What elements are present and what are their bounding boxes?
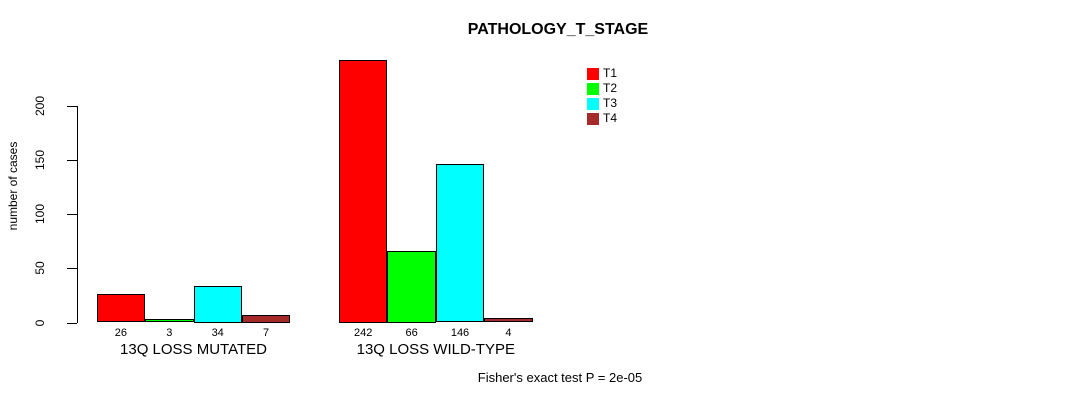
legend-item-t2: T2 (587, 81, 617, 96)
bar-value-label: 7 (263, 327, 270, 339)
y-axis-line (77, 106, 78, 323)
legend-swatch-t3 (587, 97, 599, 110)
y-axis-tick-label: 100 (33, 203, 47, 225)
bar-value-label: 3 (166, 327, 173, 339)
chart-title: PATHOLOGY_T_STAGE (467, 21, 649, 38)
legend-label: T3 (603, 96, 618, 110)
bar-t4-13q-loss-wild-type (484, 318, 533, 322)
legend-item-t4: T4 (587, 111, 617, 126)
y-axis-tick (67, 268, 77, 269)
bar-t1-13q-loss-mutated (97, 294, 145, 322)
footer-note: Fisher's exact test P = 2e-05 (477, 370, 643, 385)
legend-label: T1 (603, 66, 618, 80)
bar-value-label: 146 (450, 327, 470, 339)
group-label-13q-loss-wild-type: 13Q LOSS WILD-TYPE (356, 341, 515, 358)
legend: T1 T2 T3 T4 (587, 66, 617, 126)
bar-t2-13q-loss-mutated (145, 319, 194, 322)
legend-item-t1: T1 (587, 66, 617, 81)
y-axis-tick (67, 106, 77, 107)
legend-swatch-t4 (587, 112, 599, 125)
y-axis-tick (67, 160, 77, 161)
bar-t3-13q-loss-wild-type (436, 164, 484, 322)
legend-label: T4 (603, 111, 618, 125)
bar-value-label: 242 (354, 327, 373, 339)
y-axis-tick-label: 200 (33, 95, 47, 116)
y-axis-tick-label: 150 (33, 149, 47, 170)
y-axis-tick (67, 323, 77, 324)
y-axis-tick-label: 0 (33, 319, 47, 326)
bar-value-label: 4 (505, 327, 512, 339)
bar-value-label: 34 (211, 327, 224, 339)
legend-item-t3: T3 (587, 96, 617, 111)
bar-t4-13q-loss-mutated (242, 315, 290, 323)
legend-swatch-t1 (587, 67, 599, 80)
bar-t2-13q-loss-wild-type (387, 251, 436, 323)
y-axis-tick-label: 50 (33, 261, 47, 275)
y-axis-tick (67, 214, 77, 215)
bar-value-label: 26 (114, 327, 128, 339)
bar-t3-13q-loss-mutated (194, 286, 242, 323)
legend-label: T2 (603, 81, 618, 95)
bar-t1-13q-loss-wild-type (339, 60, 387, 323)
y-axis-title: number of cases (6, 141, 20, 231)
legend-swatch-t2 (587, 82, 599, 95)
bar-value-label: 66 (405, 327, 418, 339)
group-label-13q-loss-mutated: 13Q LOSS MUTATED (120, 341, 267, 358)
